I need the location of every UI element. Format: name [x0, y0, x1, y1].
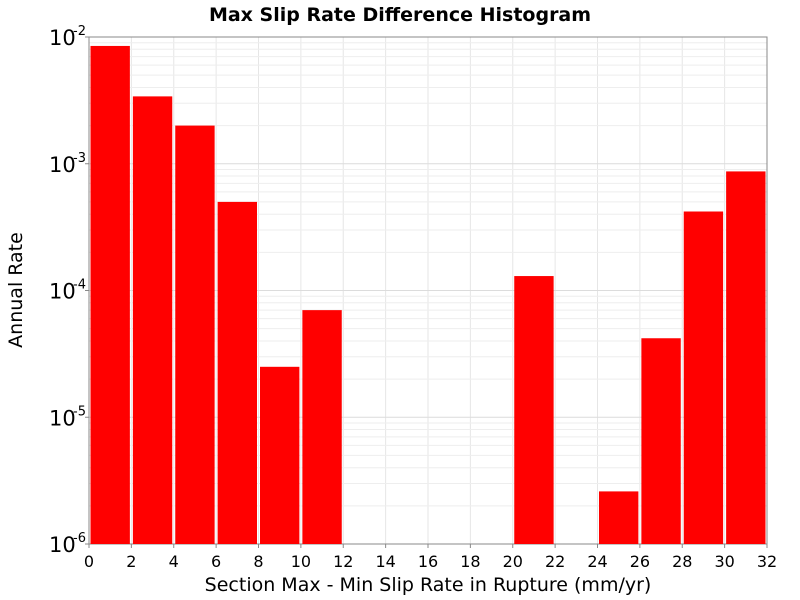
x-tick-label: 2	[126, 552, 136, 571]
y-axis-ticks: 10-610-510-410-310-2	[49, 24, 89, 557]
histogram-bar	[217, 201, 257, 544]
x-tick-label: 14	[375, 552, 395, 571]
x-tick-label: 24	[587, 552, 607, 571]
y-tick-exponent: -3	[73, 151, 86, 166]
y-tick-exponent: -6	[73, 531, 86, 546]
y-tick-label: 10	[49, 26, 76, 50]
histogram-bar	[726, 171, 766, 544]
x-tick-label: 8	[253, 552, 263, 571]
x-axis-ticks: 0 2 4 6 8 10 12 14 16 18 20 22 24 26 28 30 32	[84, 544, 777, 571]
histogram-bar	[683, 211, 724, 544]
y-tick-label: 10	[49, 153, 76, 177]
y-axis-label: Annual Rate	[5, 232, 27, 348]
x-tick-label: 28	[672, 552, 692, 571]
x-tick-label: 16	[418, 552, 438, 571]
histogram-bar	[260, 366, 300, 544]
x-tick-label: 10	[291, 552, 311, 571]
chart-title: Max Slip Rate Difference Histogram	[209, 4, 591, 26]
histogram-bar	[175, 125, 215, 544]
histogram-bar	[599, 491, 639, 544]
bars-group	[90, 45, 766, 545]
x-tick-label: 18	[460, 552, 480, 571]
x-tick-label: 4	[169, 552, 179, 571]
y-tick-label: 10	[49, 280, 76, 304]
y-tick-label: 10	[49, 533, 76, 557]
x-axis-label: Section Max - Min Slip Rate in Rupture (…	[205, 574, 652, 596]
x-tick-label: 12	[333, 552, 353, 571]
histogram-bar	[132, 96, 173, 545]
histogram-bar	[641, 338, 681, 544]
y-tick-exponent: -4	[73, 278, 86, 293]
x-tick-label: 30	[714, 552, 734, 571]
x-tick-label: 20	[503, 552, 523, 571]
y-tick-exponent: -2	[73, 24, 86, 39]
histogram-bar	[90, 45, 130, 544]
x-tick-label: 22	[545, 552, 565, 571]
x-tick-label: 0	[84, 552, 94, 571]
histogram-bar	[302, 310, 342, 544]
y-tick-label: 10	[49, 406, 76, 430]
histogram-bar	[514, 276, 554, 544]
y-tick-exponent: -5	[73, 404, 86, 419]
x-tick-label: 32	[757, 552, 777, 571]
x-tick-label: 26	[630, 552, 650, 571]
x-tick-label: 6	[211, 552, 221, 571]
